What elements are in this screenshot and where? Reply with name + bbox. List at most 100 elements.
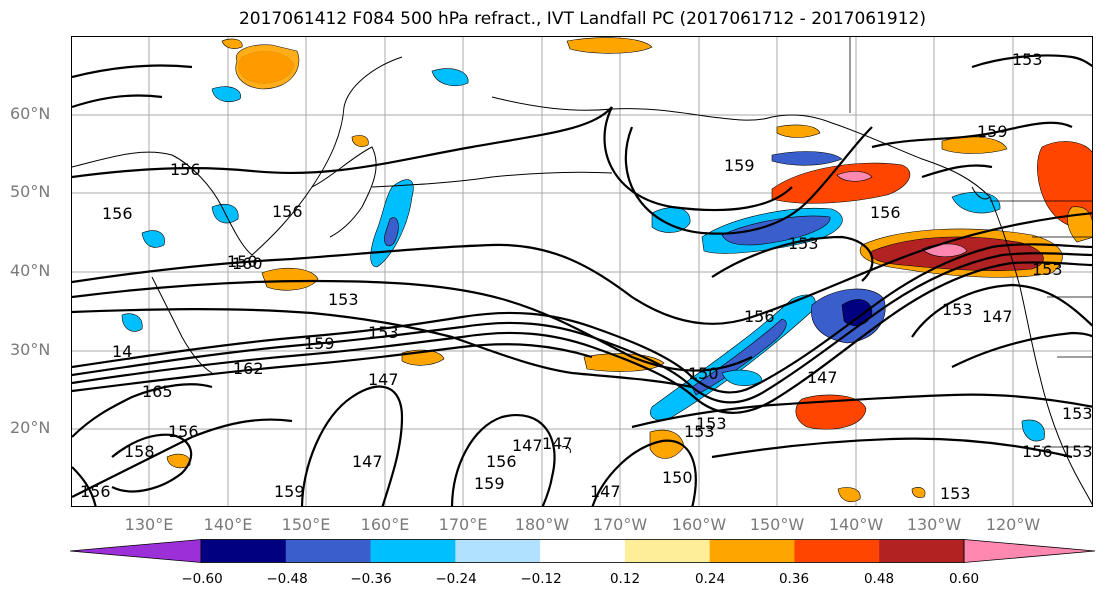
lon-label-140e: 140°E: [203, 515, 253, 534]
contour-label: 156: [486, 452, 517, 471]
filled-anomalies: [121, 37, 1092, 502]
contour-ne-upper: [971, 54, 1092, 69]
lon-label-140w: 140°W: [828, 515, 884, 534]
lon-label-120w: 120°W: [985, 515, 1041, 534]
patch-neg-gulf-dark: [721, 215, 831, 246]
coast-na: [989, 196, 1092, 505]
contour-label: 159: [977, 122, 1008, 141]
contour-labels: 156 156 156 159 159 160 153 153 147 162 …: [80, 50, 1093, 503]
contour-label: 147: [368, 370, 399, 389]
colorbar-segment: [201, 539, 287, 563]
contour-label: 156: [80, 482, 111, 501]
lat-label-50n: 50°N: [10, 182, 51, 201]
contour-label: 153: [328, 290, 359, 309]
patch-pos-north: [566, 37, 653, 54]
colorbar: [70, 539, 1095, 563]
contour-label: 153: [940, 484, 971, 503]
lat-label-20n: 20°N: [10, 418, 51, 437]
colorbar-segment: [200, 539, 965, 563]
patch-pos-kamchatka-halo: [235, 44, 300, 90]
contour-label: 147: [807, 368, 838, 387]
contour-147-main: [72, 308, 693, 389]
coast-kamchatka: [311, 146, 377, 238]
patch-neg-japan-2: [121, 313, 143, 332]
colorbar-tick-label: −0.24: [435, 571, 477, 587]
contour-label: 156: [170, 160, 201, 179]
contour-label: 162: [233, 359, 264, 378]
colorbar-tick-label: 0.48: [863, 571, 895, 587]
colorbar-tick-label: −0.48: [266, 571, 308, 587]
gridlines: [72, 37, 1092, 506]
contour-label: 156: [272, 202, 303, 221]
contour-label: 153: [788, 234, 819, 253]
figure-title: 2017061412 F084 500 hPa refract., IVT La…: [238, 9, 926, 29]
contour-label: 153: [1012, 50, 1043, 69]
colorbar-segment: [70, 539, 202, 563]
colorbar-segment: [624, 539, 711, 563]
contour-label: 153: [1062, 442, 1093, 461]
contour-label: 150: [662, 468, 693, 487]
patch-neg-aleutian-dark: [384, 217, 399, 247]
patch-neg-japan: [141, 230, 165, 248]
contour-150-main: [72, 279, 753, 372]
contour-north-edge: [72, 64, 193, 109]
contour-sw-edge: [72, 466, 97, 506]
colorbar-segments: [70, 539, 1095, 563]
lon-label-160w: 160°W: [671, 515, 727, 534]
colorbar-tick-label: −0.60: [181, 571, 223, 587]
contour-jet-2: [72, 252, 1092, 404]
contour-label: 159: [724, 156, 755, 175]
contour-label: 153: [942, 300, 973, 319]
colorbar-tick-label: −0.12: [520, 571, 562, 587]
coast-aleutians: [371, 171, 613, 188]
contour-147-south: [631, 393, 1092, 429]
lon-label-160e: 160°E: [360, 515, 410, 534]
patch-neg-north: [431, 68, 469, 86]
colorbar-segment: [540, 539, 626, 563]
borders: [849, 37, 1092, 448]
colorbar-segment: [794, 539, 880, 563]
height-contours: [72, 54, 1092, 506]
contour-label: 156: [168, 422, 199, 441]
contour-label: 150: [227, 252, 258, 271]
colorbar-segment: [455, 539, 541, 563]
colorbar-segment: [285, 539, 372, 563]
patch-pos-dot-1: [351, 135, 369, 147]
contour-label: 156: [870, 203, 901, 222]
contour-label: 150: [688, 364, 719, 383]
colorbar-tick-label: −0.36: [350, 571, 392, 587]
contour-label: 159: [274, 482, 305, 501]
contour-south-loop-1: [300, 385, 404, 506]
colorbar-segment: [370, 539, 456, 563]
colorbar-segment: [709, 539, 795, 563]
contour-label: 159: [474, 474, 505, 493]
contour-label: 159: [304, 334, 335, 353]
patch-pos-alaska-core: [836, 171, 873, 182]
patch-neg-gulf-2: [771, 151, 843, 166]
lon-label-130w: 130°W: [906, 515, 962, 534]
contour-label: 153: [1032, 260, 1063, 279]
patch-neg-se: [721, 369, 763, 386]
coast-alaska: [491, 96, 991, 198]
colorbar-tick-label: 0.36: [778, 571, 810, 587]
patch-pos-dot-2: [221, 38, 243, 49]
patch-neg-jet-core: [691, 318, 787, 396]
contour-ne-159: [871, 121, 1073, 149]
contour-jet-4: [72, 343, 593, 393]
patch-pos-japan-sea: [261, 267, 319, 291]
lon-label-170e: 170°E: [438, 515, 488, 534]
contour-label: 14: [112, 342, 132, 361]
contour-label: 147: [590, 482, 621, 501]
contour-label: 153: [696, 414, 727, 433]
contour-158-sw: [111, 433, 193, 493]
contour-label: 147: [512, 436, 543, 455]
contour-label: 156: [744, 307, 775, 326]
patch-pos-south-e: [649, 429, 685, 459]
lon-label-130e: 130°E: [124, 515, 174, 534]
contour-south-loop-2: [450, 414, 556, 506]
contour-label: 158: [124, 442, 155, 461]
lat-label-60n: 60°N: [10, 104, 51, 123]
contour-jet-1: [72, 243, 1092, 394]
coastlines: [72, 56, 1092, 505]
patch-pos-subtropic: [795, 394, 867, 430]
